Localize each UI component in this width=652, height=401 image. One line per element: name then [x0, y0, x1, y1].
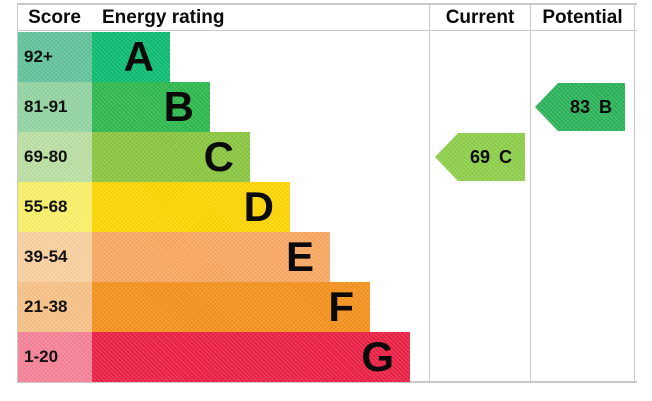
border-top	[17, 3, 637, 5]
header-potential: Potential	[542, 7, 623, 28]
score-range-f: 21-38	[18, 282, 92, 332]
rating-bar-f: F	[92, 282, 370, 332]
border-right	[634, 3, 635, 382]
rating-bar-c: C	[92, 132, 250, 182]
rating-bar-d: D	[92, 182, 290, 232]
grade-letter-e: E	[285, 233, 314, 280]
score-range-c: 69-80	[18, 132, 92, 182]
rating-bar-g: G	[92, 332, 410, 382]
potential-rating-grade: B	[599, 96, 613, 117]
grade-letter-g: G	[361, 333, 394, 380]
current-rating-value: 69	[469, 146, 491, 167]
header-current: Current	[445, 7, 515, 28]
grade-letter-a: A	[123, 33, 154, 80]
grade-letter-d: D	[243, 183, 274, 230]
rating-bar-b: B	[92, 82, 210, 132]
score-range-a: 92+	[18, 32, 92, 82]
border-bottom	[17, 381, 637, 383]
grade-letter-f: F	[328, 283, 354, 330]
column-divider-current	[429, 3, 430, 382]
grade-letter-c: C	[203, 133, 234, 180]
header-energy-rating: Energy rating	[102, 7, 225, 28]
rating-bar-a: A	[92, 32, 170, 82]
rating-bar-e: E	[92, 232, 330, 282]
header-divider	[17, 30, 637, 31]
grade-letter-b: B	[163, 83, 194, 130]
score-range-e: 39-54	[18, 232, 92, 282]
score-range-g: 1-20	[18, 332, 92, 382]
potential-rating-value: 83	[569, 96, 591, 117]
score-range-d: 55-68	[18, 182, 92, 232]
potential-rating-arrow: 83 B	[535, 83, 625, 131]
border-left	[17, 3, 18, 382]
header-score: Score	[28, 7, 81, 28]
current-rating-grade: C	[499, 146, 513, 167]
current-rating-arrow: 69 C	[435, 133, 525, 181]
column-divider-potential	[530, 3, 531, 382]
score-range-b: 81-91	[18, 82, 92, 132]
